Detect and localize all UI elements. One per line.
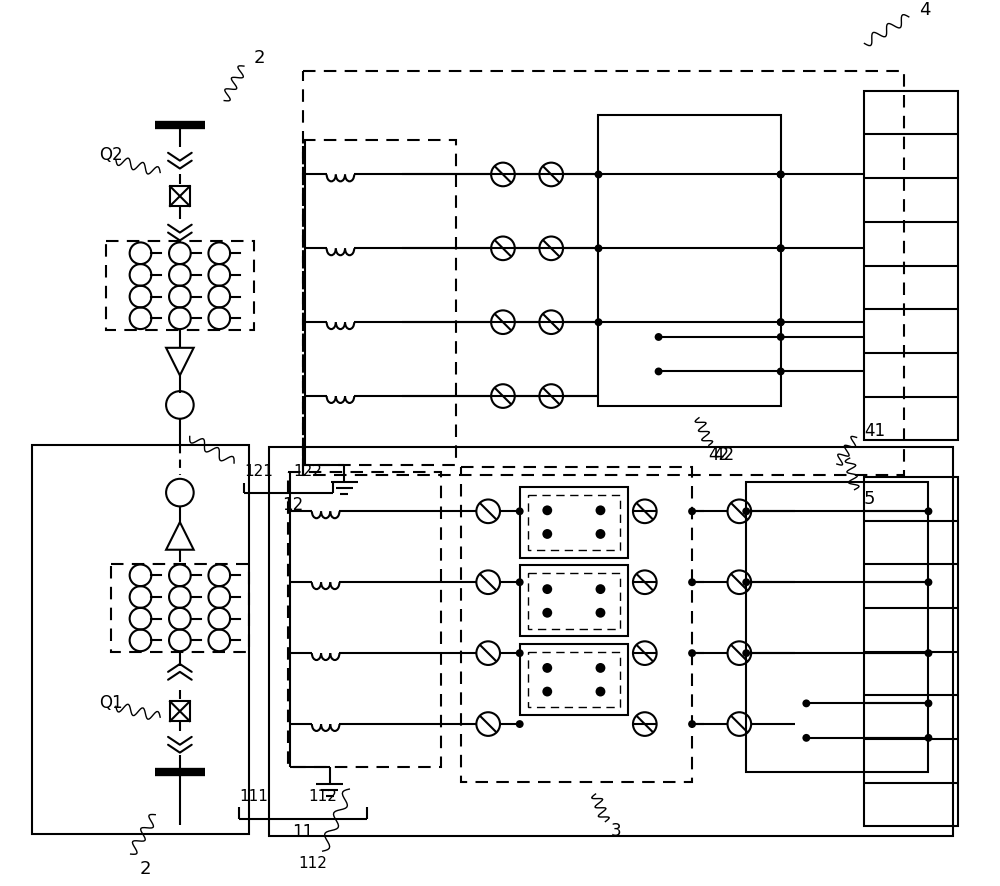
- Text: 111: 111: [239, 789, 268, 804]
- Text: 112: 112: [308, 789, 337, 804]
- Text: 42: 42: [714, 447, 735, 464]
- Circle shape: [542, 529, 552, 539]
- Circle shape: [542, 663, 552, 672]
- Circle shape: [596, 663, 605, 672]
- Circle shape: [742, 579, 750, 587]
- Text: 2: 2: [254, 50, 265, 67]
- Circle shape: [542, 687, 552, 696]
- Text: Q1: Q1: [99, 695, 123, 712]
- Text: 3: 3: [610, 822, 621, 841]
- Circle shape: [742, 649, 750, 657]
- Circle shape: [655, 333, 663, 341]
- Circle shape: [542, 505, 552, 516]
- Text: 5: 5: [864, 491, 875, 509]
- Circle shape: [802, 734, 810, 742]
- Circle shape: [655, 368, 663, 376]
- Circle shape: [596, 584, 605, 594]
- Text: 2: 2: [140, 859, 151, 878]
- Circle shape: [742, 508, 750, 516]
- Circle shape: [777, 368, 785, 376]
- Text: 122: 122: [293, 464, 322, 479]
- Circle shape: [688, 508, 696, 516]
- Circle shape: [595, 318, 602, 326]
- Circle shape: [925, 734, 932, 742]
- Text: 4: 4: [919, 1, 930, 19]
- Text: 121: 121: [244, 464, 273, 479]
- Circle shape: [596, 529, 605, 539]
- Circle shape: [777, 170, 785, 178]
- Circle shape: [516, 649, 524, 657]
- Circle shape: [925, 579, 932, 587]
- Circle shape: [595, 170, 602, 178]
- Circle shape: [925, 508, 932, 516]
- Text: 41: 41: [864, 422, 886, 439]
- Circle shape: [542, 584, 552, 594]
- Circle shape: [688, 579, 696, 587]
- Circle shape: [777, 318, 785, 326]
- Circle shape: [596, 608, 605, 618]
- Circle shape: [802, 699, 810, 707]
- Circle shape: [595, 245, 602, 253]
- Circle shape: [777, 333, 785, 341]
- Circle shape: [596, 505, 605, 516]
- Circle shape: [596, 687, 605, 696]
- Circle shape: [176, 121, 184, 129]
- Circle shape: [516, 579, 524, 587]
- Circle shape: [176, 768, 184, 776]
- Text: 11: 11: [292, 823, 314, 842]
- Circle shape: [688, 720, 696, 728]
- Text: 12: 12: [283, 496, 304, 515]
- Circle shape: [688, 649, 696, 657]
- Circle shape: [777, 245, 785, 253]
- Circle shape: [777, 170, 785, 178]
- Circle shape: [925, 699, 932, 707]
- Circle shape: [516, 508, 524, 516]
- Circle shape: [777, 245, 785, 253]
- Text: Q2: Q2: [99, 146, 123, 164]
- Text: 112: 112: [298, 857, 327, 872]
- Circle shape: [516, 720, 524, 728]
- Circle shape: [777, 318, 785, 326]
- Text: 42: 42: [708, 447, 729, 464]
- Circle shape: [542, 608, 552, 618]
- Circle shape: [925, 649, 932, 657]
